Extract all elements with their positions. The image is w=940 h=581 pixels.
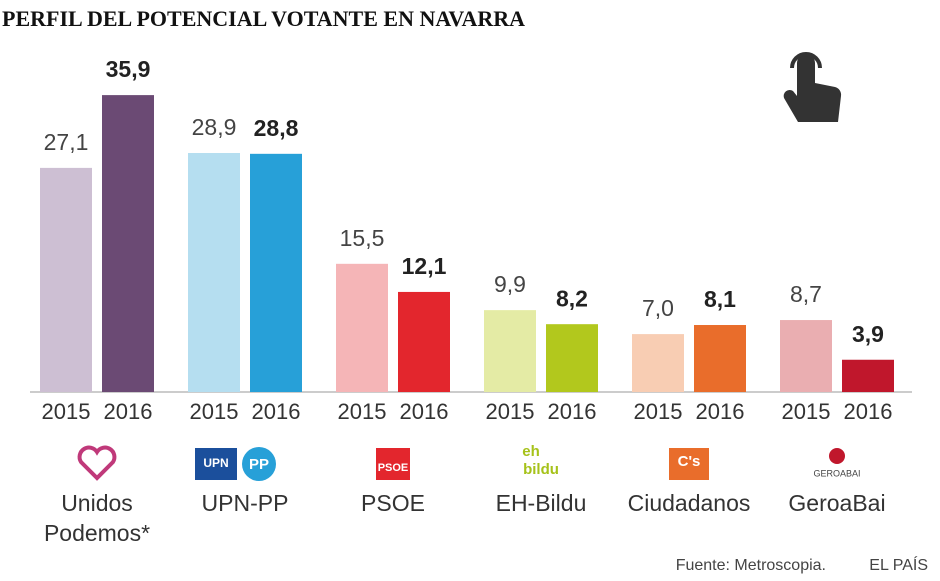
- year-label: 2016: [844, 399, 893, 424]
- chart-title: PERFIL DEL POTENCIAL VOTANTE EN NAVARRA: [2, 6, 525, 31]
- logo-text: C's: [678, 453, 701, 470]
- value-label: 9,9: [494, 271, 526, 297]
- value-label: 28,8: [254, 115, 299, 141]
- logo-cs: [669, 448, 709, 480]
- bar: [546, 324, 598, 392]
- category-label: Ciudadanos: [627, 490, 751, 516]
- year-label: 2016: [400, 399, 449, 424]
- category-label: Unidos Podemos*: [43, 490, 151, 546]
- category-label: GeroaBai: [788, 490, 886, 516]
- logo-text: bildu: [523, 461, 559, 478]
- value-label: 12,1: [402, 253, 447, 279]
- bar: [484, 310, 536, 392]
- logo-pp: [242, 447, 276, 481]
- year-label: 2015: [782, 399, 831, 424]
- logo-text: UPN: [203, 456, 228, 470]
- bar: [250, 153, 302, 392]
- year-label: 2016: [104, 399, 153, 424]
- logo-text: PSOE: [378, 462, 409, 474]
- value-label: 27,1: [44, 129, 89, 155]
- value-label: 3,9: [852, 321, 884, 347]
- year-label: 2015: [42, 399, 91, 424]
- bar: [398, 291, 450, 392]
- year-label: 2016: [252, 399, 301, 424]
- value-label: 28,9: [192, 114, 237, 140]
- year-label: 2016: [548, 399, 597, 424]
- bar: [842, 359, 894, 392]
- bar: [632, 334, 684, 392]
- logo-text: eh: [522, 443, 540, 460]
- category-label: EH-Bildu: [495, 490, 587, 516]
- value-label: 8,2: [556, 285, 588, 311]
- category-label: PSOE: [361, 490, 425, 516]
- logo-upn: [195, 448, 237, 480]
- year-label: 2015: [190, 399, 239, 424]
- hand-icon: [783, 52, 842, 122]
- logo-heart: [77, 445, 117, 481]
- year-label: 2016: [696, 399, 745, 424]
- bar: [780, 320, 832, 392]
- bar: [188, 152, 240, 392]
- logo-text: PP: [249, 456, 269, 473]
- year-label: 2015: [338, 399, 387, 424]
- bar: [694, 325, 746, 392]
- logo-tree: [829, 448, 845, 464]
- value-label: 8,7: [790, 281, 822, 307]
- year-label: 2015: [486, 399, 535, 424]
- logo-text: GEROABAI: [813, 468, 860, 478]
- value-label: 35,9: [106, 56, 151, 82]
- value-label: 15,5: [340, 225, 385, 251]
- bar: [102, 95, 154, 393]
- category-label: UPN-PP: [201, 490, 289, 516]
- bar: [336, 263, 388, 392]
- value-label: 7,0: [642, 295, 674, 321]
- credit: EL PAÍS: [869, 555, 928, 574]
- source: Fuente: Metroscopia.: [676, 557, 826, 574]
- bar: [40, 167, 92, 392]
- logo-psoe: [376, 448, 410, 480]
- value-label: 8,1: [704, 286, 736, 312]
- year-label: 2015: [634, 399, 683, 424]
